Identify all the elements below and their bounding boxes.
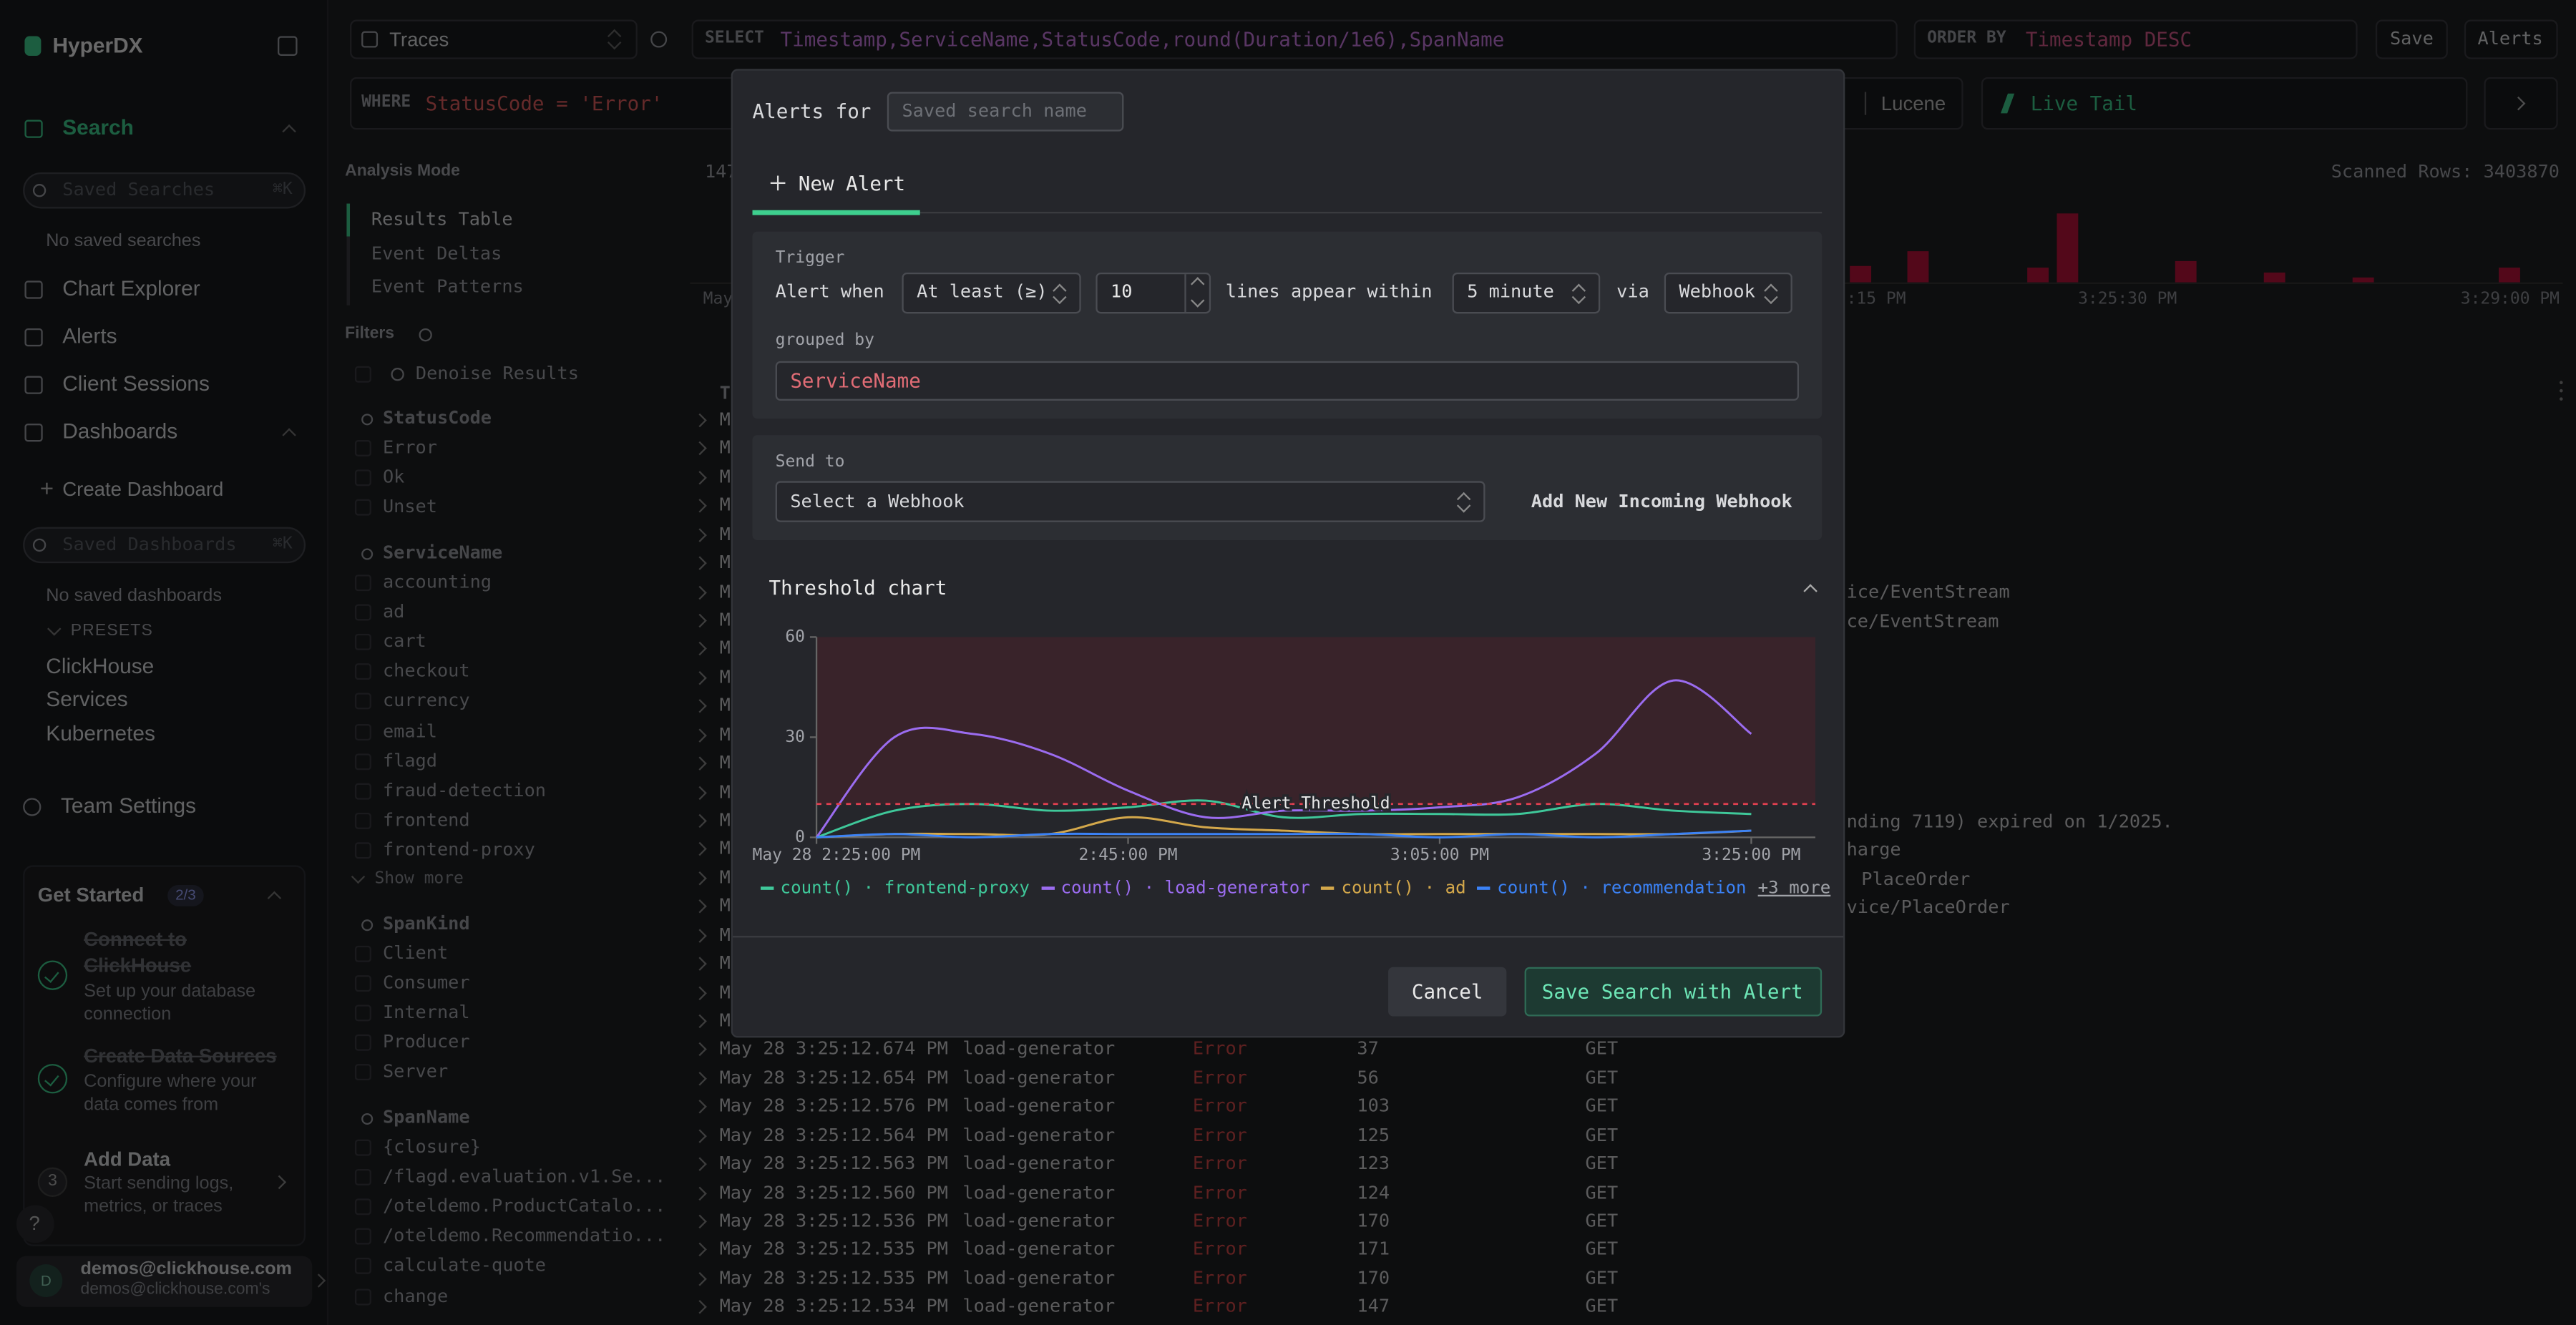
x-tick-label: May 28 2:25:00 PM	[753, 846, 921, 864]
y-tick-label: 30	[785, 728, 805, 746]
tab-line	[752, 212, 1823, 214]
window-select[interactable]	[1452, 272, 1601, 314]
legend-more[interactable]: +3 more	[1757, 878, 1831, 899]
webhook-select[interactable]	[775, 481, 1485, 522]
cancel-button[interactable]	[1388, 967, 1507, 1017]
spinner-divider	[1184, 274, 1186, 313]
y-tick-label: 60	[785, 627, 805, 646]
legend-text: count() · ad	[1341, 878, 1466, 899]
alerts-for-label: Alerts for	[752, 99, 872, 124]
legend-text: count() · frontend-proxy	[780, 878, 1030, 899]
label: Alert when	[775, 280, 884, 303]
series-line	[816, 816, 1752, 838]
count-value: 10	[1111, 280, 1133, 303]
alert-name-input[interactable]	[887, 92, 1124, 132]
group-field: ServiceName	[790, 369, 921, 393]
series-line	[816, 829, 1752, 838]
tab-active	[752, 210, 920, 215]
legend-swatch	[1477, 886, 1491, 890]
chart-title: Threshold chart	[769, 576, 947, 600]
button-text: Cancel	[1411, 980, 1483, 1004]
x-tick-label: 3:25:00 PM	[1702, 846, 1800, 864]
label: lines appear within	[1225, 280, 1433, 303]
series-line	[815, 679, 1752, 838]
section-title: Send to	[775, 453, 845, 471]
legend-swatch	[1040, 886, 1055, 890]
legend: count() · frontend-proxy count() · load-g…	[761, 878, 1831, 899]
x-tick-label: 2:45:00 PM	[1078, 846, 1177, 864]
legend-swatch	[1321, 886, 1335, 890]
legend-item[interactable]: count() · load-generator	[1040, 878, 1310, 899]
x-tick-label: 3:05:00 PM	[1390, 846, 1489, 864]
y-tick-label: 0	[795, 828, 805, 846]
plus-icon	[776, 175, 779, 191]
channel-select[interactable]	[1664, 272, 1792, 314]
footer-divider	[732, 936, 1843, 938]
tab[interactable]: New Alert	[798, 172, 906, 196]
placeholder: Saved search name	[902, 99, 1087, 122]
legend-item[interactable]: count() · ad	[1321, 878, 1466, 899]
legend-swatch	[761, 886, 774, 890]
count-input[interactable]	[1096, 272, 1211, 314]
legend-item[interactable]: count() · frontend-proxy	[761, 878, 1030, 899]
add-webhook[interactable]: Add New Incoming Webhook	[1531, 491, 1792, 513]
condition-select[interactable]	[902, 272, 1081, 314]
alert-modal	[731, 69, 1845, 1038]
section-title: Trigger	[775, 249, 845, 268]
legend-text: count() · recommendation	[1497, 878, 1747, 899]
label: via	[1616, 280, 1649, 303]
group-by-input[interactable]	[775, 361, 1800, 401]
threshold-label: Alert Threshold	[1241, 794, 1390, 813]
select-value: 5 minute	[1467, 280, 1554, 303]
select-value: At least (≥)	[917, 280, 1048, 303]
threshold-zone	[816, 637, 1815, 804]
submit-button[interactable]	[1524, 967, 1823, 1017]
legend-text: count() · load-generator	[1060, 878, 1310, 899]
button-text: Save Search with Alert	[1541, 980, 1803, 1004]
select-value: Select a Webhook	[790, 491, 965, 513]
label: grouped by	[775, 331, 874, 350]
legend-item[interactable]: count() · recommendation	[1477, 878, 1747, 899]
select-value: Webhook	[1679, 280, 1755, 303]
